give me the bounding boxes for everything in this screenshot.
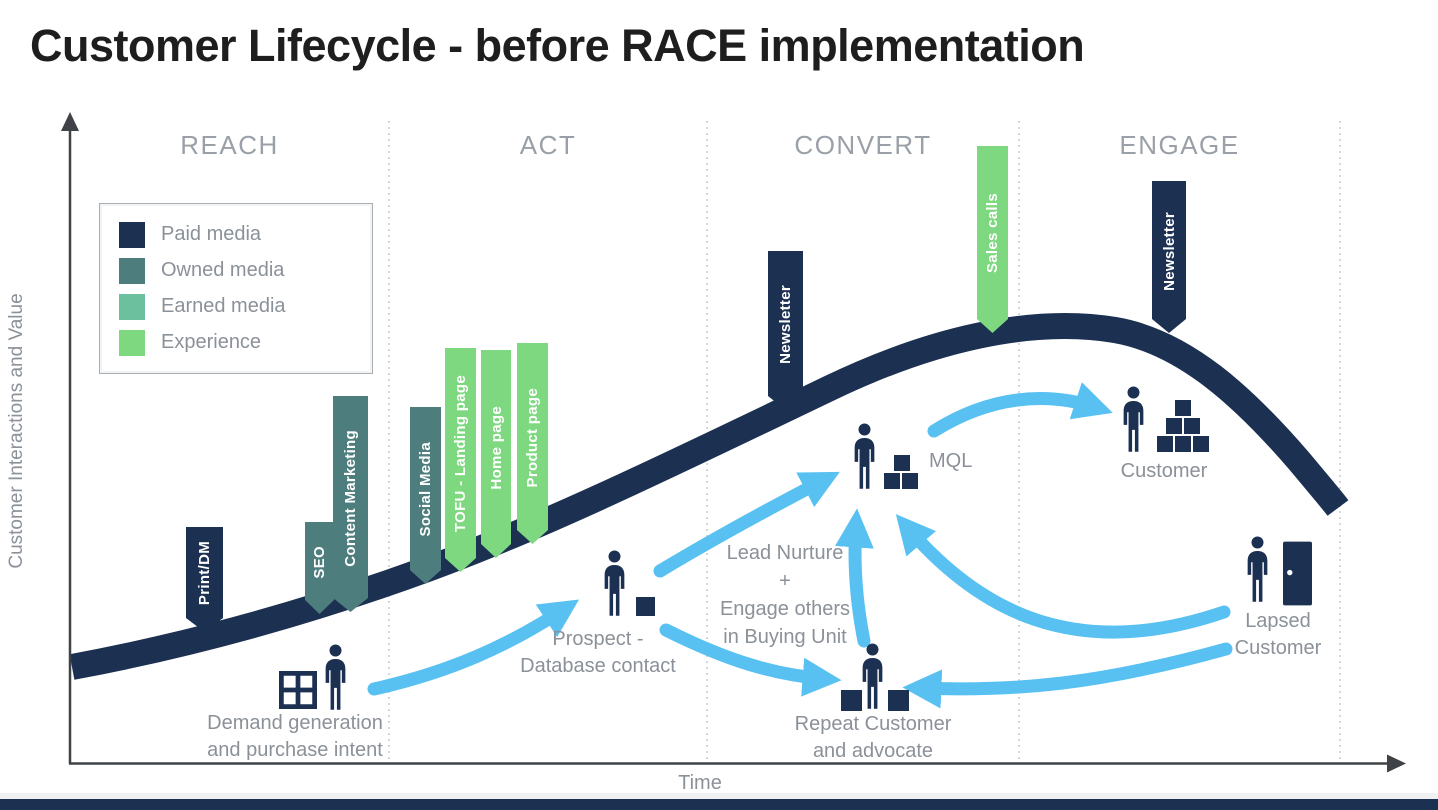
x-axis-arrow-icon bbox=[1387, 754, 1406, 773]
channel-banner-home-page: Home page bbox=[481, 350, 511, 558]
legend-item-paid-media: Paid media bbox=[119, 221, 261, 248]
axes-group bbox=[61, 112, 1406, 773]
footer-divider bbox=[0, 793, 1438, 799]
grid-icon bbox=[279, 671, 317, 714]
channel-banner-label: SEO bbox=[311, 545, 328, 579]
door-icon bbox=[1283, 541, 1312, 611]
lead-nurture-note: Lead Nurture + Engage others in Buying Unit bbox=[665, 541, 905, 653]
channel-banner-label: Sales calls bbox=[984, 193, 1001, 274]
legend-label: Earned media bbox=[161, 295, 286, 317]
channel-banner-seo: SEO bbox=[305, 522, 334, 614]
channel-banner-label: Social Media bbox=[417, 442, 434, 537]
demand-person-icon bbox=[320, 644, 351, 717]
block-icon bbox=[1175, 436, 1191, 457]
page-title: Customer Lifecycle - before RACE impleme… bbox=[30, 20, 1085, 71]
prospect-label: Prospect - Database contact bbox=[448, 626, 748, 680]
block-icon bbox=[884, 473, 900, 494]
legend-swatch-earned-media bbox=[119, 293, 145, 320]
customer-label: Customer bbox=[1014, 458, 1314, 485]
media-legend: Paid media Owned media Earned media Experie… bbox=[99, 203, 373, 374]
block-icon bbox=[841, 690, 862, 716]
legend-item-owned-media: Owned media bbox=[119, 257, 284, 284]
channel-banner-newsletter: Newsletter bbox=[1152, 181, 1186, 333]
legend-label: Owned media bbox=[161, 259, 285, 281]
x-axis-label: Time bbox=[678, 772, 722, 794]
stage-label-line: Demand generation bbox=[207, 712, 383, 734]
phase-label-engage: ENGAGE bbox=[1119, 130, 1240, 160]
note-line: Lead Nurture bbox=[726, 542, 844, 564]
channel-banner-newsletter: Newsletter bbox=[768, 251, 803, 410]
y-axis-label: Customer Interactions and Value bbox=[6, 293, 27, 569]
prospect-person-icon bbox=[599, 550, 630, 623]
channel-banner-content-marketing: Content Marketing bbox=[333, 396, 368, 612]
note-line: in Buying Unit bbox=[723, 626, 847, 648]
legend-item-earned-media: Earned media bbox=[119, 293, 286, 320]
channel-banner-label: Newsletter bbox=[777, 285, 794, 364]
channel-banner-label: Newsletter bbox=[1160, 211, 1178, 291]
block-icon bbox=[1184, 418, 1200, 439]
phase-label-act: ACT bbox=[519, 130, 577, 160]
channel-banner-tofu-landing-page: TOFU - Landing page bbox=[445, 348, 476, 572]
lapsed-label: Lapsed Customer bbox=[1128, 608, 1428, 662]
block-icon bbox=[1175, 400, 1191, 421]
channel-banner-label: TOFU - Landing page bbox=[452, 375, 469, 533]
channel-banner-social-media: Social Media bbox=[410, 407, 441, 584]
channel-banner-print-dm: Print/DM bbox=[186, 527, 223, 632]
repeat-person-icon bbox=[857, 643, 888, 716]
stage-label-line: Database contact bbox=[520, 655, 676, 677]
stage-label-line: Lapsed bbox=[1245, 610, 1311, 632]
legend-swatch-experience bbox=[119, 329, 145, 356]
block-icon bbox=[902, 473, 918, 494]
flow-arrow-lapsed-to-mql bbox=[895, 514, 1231, 639]
note-line: + bbox=[779, 570, 791, 592]
channel-banner-label: Home page bbox=[487, 406, 505, 490]
stage-label-line: MQL bbox=[929, 450, 973, 472]
stage-label-line: Customer bbox=[1120, 460, 1208, 482]
stage-label-line: Customer bbox=[1234, 637, 1322, 659]
flow-arrow-prospect-to-mql bbox=[653, 471, 840, 578]
stage-label-line: Repeat Customer bbox=[794, 713, 952, 735]
stage-label-line: Prospect - bbox=[552, 628, 644, 650]
flow-arrow-prospect-to-repeat bbox=[659, 623, 842, 697]
block-icon bbox=[636, 597, 655, 621]
flow-arrow-lapsed-to-repeat bbox=[902, 642, 1233, 709]
legend-item-experience: Experience bbox=[119, 329, 261, 356]
block-icon bbox=[888, 690, 909, 716]
footer-bar bbox=[0, 799, 1438, 810]
block-icon bbox=[1193, 436, 1209, 457]
mql-label: MQL bbox=[929, 448, 1049, 475]
y-axis-arrow-icon bbox=[61, 112, 79, 131]
channel-banner-label: Print/DM bbox=[196, 541, 213, 606]
block-icon bbox=[894, 455, 910, 476]
flow-arrow-demand-to-prospect bbox=[367, 599, 580, 696]
repeat-label: Repeat Customer and advocate bbox=[723, 711, 1023, 765]
phase-label-convert: CONVERT bbox=[794, 130, 932, 160]
stage-label-line: and advocate bbox=[812, 740, 934, 762]
channel-banner-label: Product page bbox=[524, 387, 541, 488]
note-line: Engage others bbox=[719, 598, 851, 620]
customer-person-icon bbox=[1118, 386, 1149, 459]
demand-label: Demand generation and purchase intent bbox=[145, 710, 445, 764]
channel-banner-product-page: Product page bbox=[517, 343, 548, 544]
flow-arrow-mql-to-customer bbox=[927, 382, 1113, 438]
channel-banner-label: Content Marketing bbox=[342, 429, 359, 567]
flow-arrows-group bbox=[367, 382, 1233, 709]
mql-person-icon bbox=[849, 423, 880, 496]
legend-label: Experience bbox=[161, 331, 262, 353]
stage-label-line: and purchase intent bbox=[207, 739, 383, 761]
block-icon bbox=[1166, 418, 1182, 439]
legend-swatch-owned-media bbox=[119, 257, 145, 284]
legend-swatch-paid-media bbox=[119, 221, 145, 248]
lapsed-person-icon bbox=[1242, 536, 1273, 609]
channel-banner-sales-calls: Sales calls bbox=[977, 146, 1008, 333]
block-icon bbox=[1157, 436, 1173, 457]
legend-label: Paid media bbox=[161, 223, 262, 245]
flow-arrow-repeat-to-mql bbox=[834, 508, 874, 648]
phase-label-reach: REACH bbox=[180, 130, 279, 160]
